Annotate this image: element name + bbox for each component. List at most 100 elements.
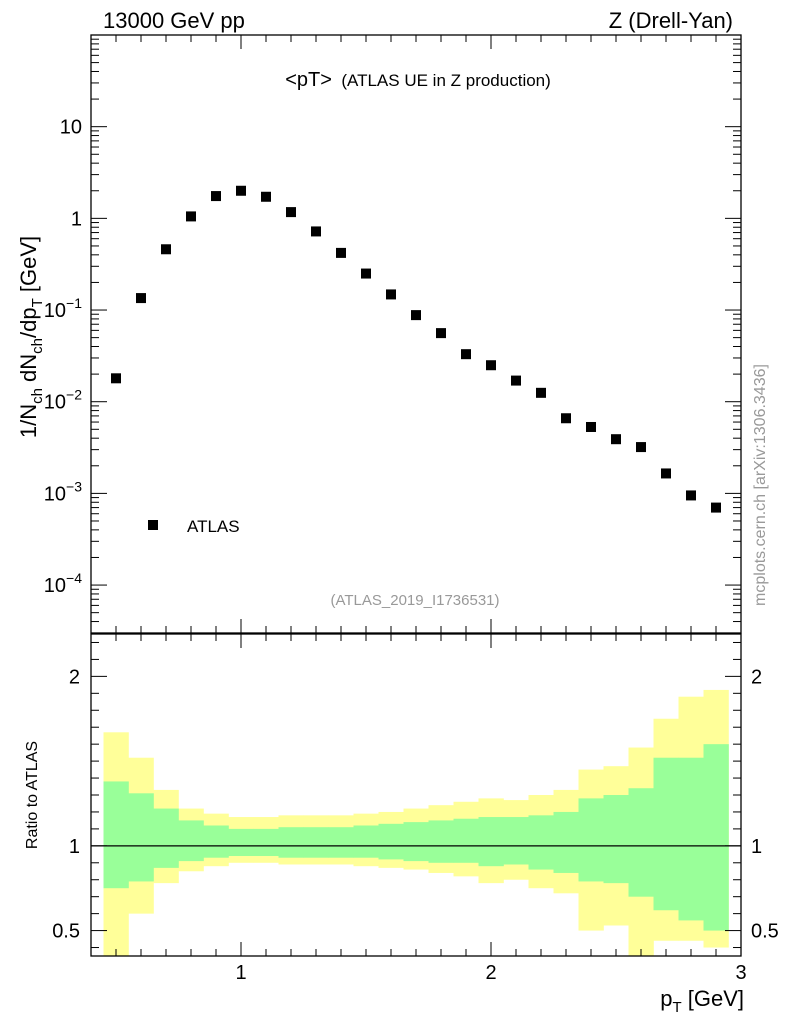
data-point bbox=[486, 360, 496, 371]
stat-band-bin bbox=[228, 828, 254, 857]
stat-band-bin bbox=[653, 757, 679, 911]
x-axis-label-sub: T bbox=[672, 999, 681, 1016]
main-axis-ticks bbox=[91, 34, 741, 634]
ratio-y-label: Ratio to ATLAS bbox=[24, 741, 41, 849]
legend-label: ATLAS bbox=[187, 517, 240, 536]
header-left: 13000 GeV pp bbox=[103, 8, 245, 33]
data-point bbox=[586, 421, 596, 432]
data-point bbox=[636, 442, 646, 453]
stat-band-bin bbox=[353, 825, 379, 858]
data-point bbox=[386, 289, 396, 300]
ratio-y-tick-labels: 2 2 1 1 0.5 0.5 bbox=[52, 666, 779, 942]
y-tick-label-base: 10 bbox=[44, 575, 66, 597]
x-axis-label-unit: [GeV] bbox=[682, 986, 744, 1011]
main-data-points bbox=[111, 185, 721, 513]
stat-band-bin bbox=[378, 823, 404, 860]
data-point bbox=[711, 502, 721, 513]
y-tick-label-base: 10 bbox=[44, 392, 66, 414]
x-tick-label: 2 bbox=[485, 962, 496, 984]
plot-title: <pT> (ATLAS UE in Z production) bbox=[285, 69, 551, 91]
ratio-y-tick-label-right: 2 bbox=[751, 666, 762, 688]
stat-band-bin bbox=[478, 817, 504, 867]
data-point bbox=[561, 413, 571, 424]
y-tick-label-exp: −2 bbox=[66, 387, 82, 403]
y-tick-label: 1 bbox=[71, 208, 82, 230]
plot-title-main: <pT> bbox=[285, 69, 332, 91]
data-point bbox=[111, 373, 121, 384]
y-tick-label: 10−4 bbox=[44, 570, 82, 597]
main-y-label-b-sub: ch bbox=[29, 338, 46, 354]
data-point bbox=[311, 226, 321, 237]
stat-band-bin bbox=[578, 798, 604, 882]
stat-band-bin bbox=[603, 795, 629, 884]
stat-band-bin bbox=[453, 818, 479, 863]
data-point bbox=[211, 191, 221, 202]
ratio-y-tick-label-left: 0.5 bbox=[52, 921, 80, 943]
analysis-label: (ATLAS_2019_I1736531) bbox=[330, 592, 499, 609]
legend: ATLAS bbox=[148, 517, 240, 536]
stat-band-bin bbox=[178, 820, 204, 862]
x-tick-label: 3 bbox=[735, 962, 746, 984]
stat-band-bin bbox=[253, 828, 279, 857]
main-y-label-a: 1/N bbox=[16, 404, 41, 438]
y-tick-label: 10−2 bbox=[44, 387, 82, 414]
data-point bbox=[511, 375, 521, 386]
y-tick-label: 10 bbox=[60, 117, 82, 139]
ratio-axis-ticks bbox=[91, 634, 741, 956]
stat-band-bin bbox=[503, 817, 529, 865]
main-y-label-c-sub: T bbox=[29, 298, 46, 307]
main-plot-frame bbox=[90, 34, 742, 634]
x-axis-label: pT [GeV] bbox=[660, 986, 744, 1016]
data-point bbox=[461, 349, 471, 360]
x-axis-label-main: p bbox=[660, 986, 672, 1011]
stat-band-bin bbox=[278, 827, 304, 858]
data-point bbox=[661, 468, 671, 479]
data-point bbox=[261, 191, 271, 202]
header-right: Z (Drell-Yan) bbox=[609, 8, 733, 33]
data-point bbox=[161, 244, 171, 255]
main-y-label-b: dN bbox=[16, 354, 41, 388]
legend-marker bbox=[148, 520, 158, 530]
plot-title-sub: (ATLAS UE in Z production) bbox=[341, 71, 550, 90]
data-point bbox=[611, 434, 621, 445]
ratio-y-tick-label-right: 0.5 bbox=[751, 921, 779, 943]
x-tick-label: 1 bbox=[235, 962, 246, 984]
y-tick-label: 10−1 bbox=[44, 295, 82, 322]
stat-band-bin bbox=[128, 793, 154, 882]
main-y-label: 1/Nch dNch/dpT [GeV] bbox=[16, 236, 46, 438]
stat-band-bin bbox=[428, 820, 454, 863]
ratio-y-tick-label-right: 1 bbox=[751, 836, 762, 858]
stat-band-bin bbox=[328, 827, 354, 858]
main-y-label-d: [GeV] bbox=[16, 236, 41, 298]
data-point bbox=[536, 387, 546, 398]
y-tick-label-base: 10 bbox=[44, 483, 66, 505]
data-point bbox=[236, 185, 246, 196]
main-y-label-c: /dp bbox=[16, 307, 41, 338]
stat-band-bin bbox=[153, 808, 179, 868]
stat-band-bin bbox=[553, 811, 579, 873]
ratio-y-tick-label-left: 1 bbox=[69, 836, 80, 858]
stat-band-bin bbox=[703, 744, 729, 931]
y-tick-label-exp: −4 bbox=[66, 570, 82, 586]
data-point bbox=[286, 207, 296, 218]
side-label: mcplots.cern.ch [arXiv:1306.3436] bbox=[752, 364, 769, 606]
ratio-y-tick-label-left: 2 bbox=[69, 666, 80, 688]
data-point bbox=[186, 211, 196, 222]
y-tick-label-base: 10 bbox=[44, 300, 66, 322]
y-tick-label: 10−3 bbox=[44, 478, 82, 505]
data-point bbox=[336, 247, 346, 258]
ratio-bands bbox=[103, 689, 729, 956]
stat-band-bin bbox=[628, 788, 654, 897]
y-tick-label-exp: −3 bbox=[66, 478, 82, 494]
stat-band-bin bbox=[103, 781, 129, 889]
ratio-plot-frame bbox=[90, 633, 742, 957]
data-point bbox=[136, 293, 146, 304]
stat-band-bin bbox=[303, 827, 329, 858]
x-tick-labels: 1 2 3 bbox=[235, 962, 746, 984]
data-point bbox=[361, 268, 371, 279]
stat-band-bin bbox=[403, 822, 429, 862]
main-y-label-a-sub: ch bbox=[29, 388, 46, 404]
